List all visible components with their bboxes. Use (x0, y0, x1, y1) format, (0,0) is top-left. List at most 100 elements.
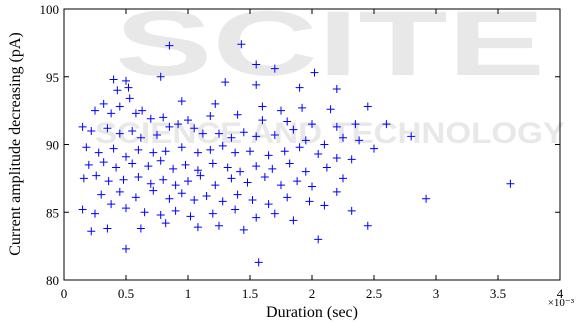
scatter-point (332, 154, 341, 163)
scatter-point (196, 171, 205, 180)
scatter-point (308, 120, 316, 129)
scatter-point (208, 159, 217, 168)
x-tick-label: 3.5 (490, 286, 506, 301)
scatter-point (156, 210, 165, 219)
scatter-point (134, 173, 143, 182)
scatter-point (355, 136, 364, 145)
scatter-point (301, 167, 310, 176)
watermark: SCITE SCIENCE AND TECHNOLOGY (95, 0, 565, 150)
scatter-point (103, 224, 112, 233)
scatter-point (382, 120, 391, 129)
scatter-point (161, 219, 170, 228)
scatter-point (248, 196, 257, 205)
x-tick-label: 0 (61, 286, 68, 301)
scatter-point (298, 103, 307, 112)
scatter-point (78, 122, 87, 131)
scatter-point (305, 197, 314, 206)
scatter-point (363, 102, 372, 111)
scatter-point (332, 122, 341, 131)
scatter-point (103, 124, 112, 133)
scatter-point (144, 162, 153, 171)
scatter-point (181, 160, 190, 169)
scatter-point (332, 84, 341, 93)
scatter-point (239, 225, 248, 234)
scatter-point (177, 97, 186, 106)
y-tick-label: 90 (46, 138, 59, 153)
scatter-point (314, 235, 323, 244)
scatter-point (208, 209, 217, 218)
scatter-point (165, 41, 174, 50)
scatter-point (161, 147, 170, 156)
scatter-point (258, 102, 267, 111)
scatter-point (243, 178, 252, 187)
scatter-point (193, 166, 202, 175)
scatter-point (202, 191, 211, 200)
scatter-point (82, 143, 91, 152)
scatter-point (125, 94, 134, 103)
scatter-point (94, 148, 103, 157)
scatter-point (99, 99, 108, 108)
scatter-point (107, 200, 116, 209)
scatter-point (506, 179, 515, 188)
scatter-point (215, 129, 223, 138)
scatter-point (190, 124, 199, 133)
scatter-point (184, 177, 192, 186)
scatter-point (109, 144, 118, 153)
y-axis-label: Current amplitude decreasing (pA) (7, 32, 24, 255)
scatter-point (91, 209, 99, 218)
scatter-point (221, 78, 230, 87)
scatter-point (115, 102, 124, 111)
x-tick-label: 3 (433, 286, 440, 301)
scatter-point (339, 133, 347, 142)
x-axis-label: Duration (sec) (266, 304, 358, 321)
scatter-point (136, 133, 145, 142)
scatter-point (285, 159, 294, 168)
data-points (78, 40, 515, 267)
scatter-point (184, 116, 192, 125)
scatter-point (293, 177, 302, 186)
scatter-point (218, 141, 227, 150)
scatter-point (171, 206, 180, 215)
scatter-point (231, 148, 240, 157)
scatter-point (122, 76, 130, 85)
scatter-point (193, 148, 202, 157)
y-tick-label: 100 (40, 2, 60, 17)
scatter-point (122, 152, 130, 161)
scatter-point (320, 140, 329, 149)
scatter-point (112, 163, 121, 172)
scatter-point (314, 149, 323, 158)
scatter-point (322, 163, 331, 172)
x-tick-label: 4 (557, 286, 564, 301)
scatter-point (407, 132, 416, 141)
scatter-point (332, 187, 341, 196)
scatter-point (264, 151, 273, 160)
y-tick-label: 85 (46, 205, 59, 220)
scatter-point (156, 72, 165, 81)
scatter-point (326, 105, 335, 114)
x-tick-label: 0.5 (118, 286, 134, 301)
scatter-point (146, 114, 155, 123)
scatter-point (258, 116, 267, 125)
scatter-point (186, 212, 195, 221)
scatter-point (156, 156, 165, 165)
scatter-point (218, 197, 227, 206)
scatter-point (289, 125, 298, 134)
x-tick-label: 1.5 (242, 286, 258, 301)
scatter-point (252, 162, 261, 171)
scatter-point (97, 190, 106, 199)
scatter-point (320, 201, 329, 210)
scatter-point (165, 122, 174, 131)
scatter-point (254, 258, 263, 267)
scatter-point (289, 216, 298, 225)
scatter-point (153, 131, 161, 140)
scatter-point (236, 167, 245, 176)
scatter-point (92, 171, 101, 180)
scatter-point (215, 221, 223, 230)
scatter-point (237, 40, 246, 49)
scatter-point (87, 126, 96, 135)
scatter-point (370, 144, 378, 153)
scatter-point (363, 221, 372, 230)
scatter-point (211, 99, 220, 108)
scatter-point (91, 106, 99, 115)
